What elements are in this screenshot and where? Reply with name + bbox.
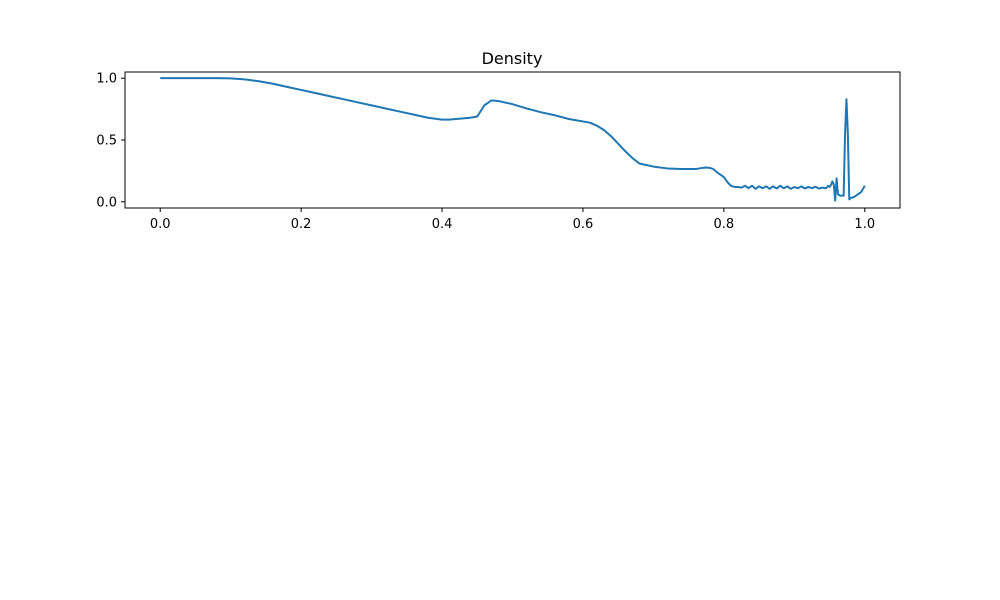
y-axis: 0.0 0.5 1.0 <box>96 72 125 210</box>
x-tick-label: 0.6 <box>573 217 594 232</box>
x-axis: 0.0 0.2 0.4 0.6 0.8 1.0 <box>150 208 875 232</box>
chart-title: Density <box>482 49 543 68</box>
x-tick-label: 1.0 <box>854 217 875 232</box>
x-tick-label: 0.8 <box>714 217 735 232</box>
x-tick-label: 0.0 <box>150 217 171 232</box>
y-tick-label: 1.0 <box>96 72 117 87</box>
x-tick-label: 0.4 <box>432 217 453 232</box>
y-tick-label: 0.0 <box>96 195 117 210</box>
density-series-line <box>160 77 866 202</box>
y-tick-label: 0.5 <box>96 134 117 149</box>
x-tick-label: 0.2 <box>291 217 312 232</box>
